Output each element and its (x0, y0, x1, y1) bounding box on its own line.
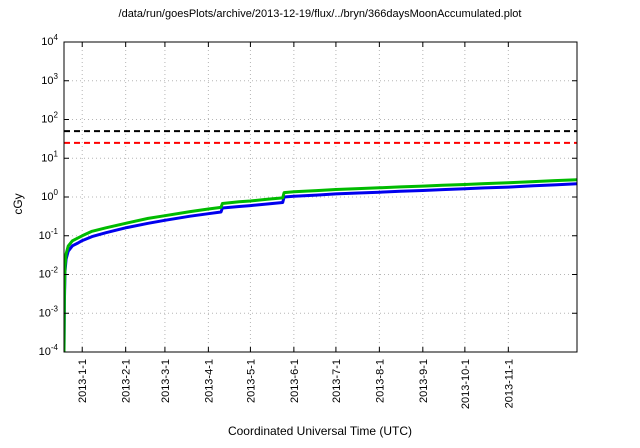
chart-title: /data/run/goesPlots/archive/2013-12-19/f… (118, 8, 522, 20)
series-curves (64, 178, 577, 352)
threshold-lines (64, 130, 577, 144)
x-tick-label: 2013-10-1 (460, 359, 472, 409)
x-tick-label: 2013-7-1 (331, 359, 343, 403)
axis-ticks: 2013-1-1 2013-2-1 2013-3-1 2013-4-1 2013-5-1… (39, 33, 577, 409)
y-tick-label: 101 (41, 149, 58, 164)
x-tick-label: 2013-1-1 (77, 359, 89, 403)
x-tick-label: 2013-6-1 (289, 359, 301, 403)
x-axis-label: Coordinated Universal Time (UTC) (227, 424, 413, 438)
y-tick-label: 103 (41, 72, 58, 87)
x-tick-label: 2013-9-1 (418, 359, 430, 403)
accumulated-dose-green (64, 178, 577, 352)
y-tick-label: 10-3 (39, 304, 59, 319)
grid-lines (64, 42, 577, 352)
x-tick-label: 2013-8-1 (374, 359, 386, 403)
accumulated-dose-blue (64, 182, 577, 352)
x-tick-label: 2013-5-1 (245, 359, 257, 403)
y-tick-label: 10-2 (39, 266, 59, 281)
x-tick-label: 2013-2-1 (121, 359, 133, 403)
y-tick-label: 10-1 (39, 227, 59, 242)
y-tick-label: 100 (41, 188, 58, 203)
y-tick-label: 104 (41, 33, 58, 48)
y-axis-label: cGy (11, 193, 25, 215)
x-tick-label: 2013-3-1 (160, 359, 172, 403)
x-tick-label: 2013-11-1 (503, 359, 515, 408)
y-tick-label: 10-4 (39, 343, 59, 358)
x-tick-label: 2013-4-1 (203, 359, 215, 403)
y-tick-label: 102 (41, 111, 58, 126)
